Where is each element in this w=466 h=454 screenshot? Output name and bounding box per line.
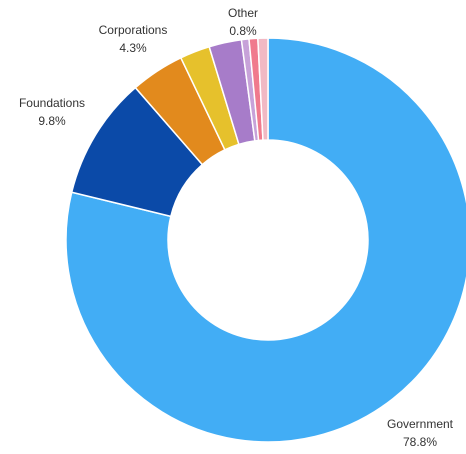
donut-slices [65, 37, 466, 443]
label-government-value: 78.8% [403, 435, 437, 449]
label-corporations-name: Corporations [99, 23, 168, 37]
label-other-value: 0.8% [229, 24, 257, 38]
label-government: Government 78.8% [387, 417, 454, 449]
slice-other [257, 37, 269, 141]
label-other: Other 0.8% [228, 6, 258, 38]
label-foundations-value: 9.8% [38, 114, 66, 128]
label-foundations: Foundations 9.8% [19, 96, 85, 128]
label-corporations: Corporations 4.3% [99, 23, 168, 55]
label-other-name: Other [228, 6, 258, 20]
label-foundations-name: Foundations [19, 96, 85, 110]
label-corporations-value: 4.3% [119, 41, 147, 55]
label-government-name: Government [387, 417, 454, 431]
slice-government [65, 37, 466, 443]
